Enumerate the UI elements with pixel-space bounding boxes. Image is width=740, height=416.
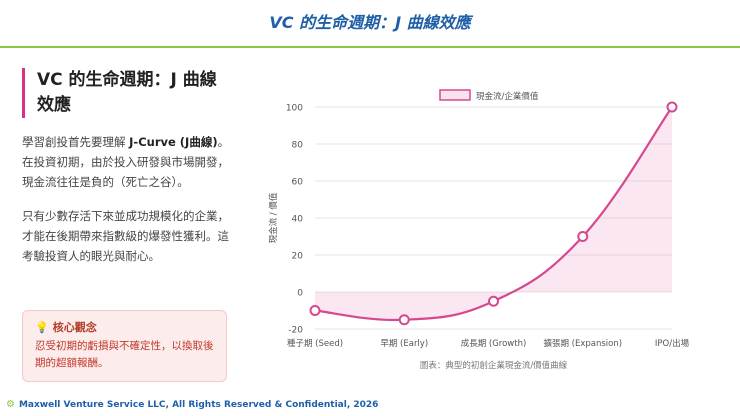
- legend-label: 現金流/企業價值: [476, 91, 539, 102]
- y-tick-label: 80: [292, 141, 304, 151]
- gear-logo-icon: ⚙: [6, 399, 15, 410]
- callout-body: 忍受初期的虧損與不確定性，以換取後期的超額報酬。: [35, 340, 214, 369]
- y-tick-label: 60: [292, 178, 304, 188]
- y-tick-label: 0: [297, 289, 303, 299]
- section-heading: VC 的生命週期：J 曲線效應: [37, 70, 217, 115]
- x-tick-label: 種子期 (Seed): [287, 338, 343, 349]
- footer-text: Maxwell Venture Service LLC, All Rights …: [18, 400, 379, 410]
- left-panel: VC 的生命週期：J 曲線效應 學習創投首先要理解 J-Curve (J曲線)。…: [22, 68, 232, 266]
- x-tick-label: IPO/出場: [655, 338, 690, 349]
- data-point: [666, 101, 678, 113]
- chart-caption: 圖表：典型的初創企業現金流/價值曲線: [420, 360, 568, 371]
- section-title-block: VC 的生命週期：J 曲線效應: [22, 68, 232, 118]
- lightbulb-icon: 💡: [35, 321, 49, 334]
- callout-title: 核心觀念: [52, 321, 97, 334]
- y-tick-label: -20: [288, 326, 303, 336]
- intro-text-end: 。在投資初期，由於投入研發與市場開發，現金流往往是負的（死亡之谷）。: [22, 135, 230, 189]
- survival-paragraph: 只有少數存活下來並成功規模化的企業，才能在後期帶來指數級的爆發性獲利。這考驗投資…: [22, 209, 229, 263]
- x-tick-label: 早期 (Early): [380, 339, 428, 349]
- data-point: [488, 295, 499, 307]
- intro-paragraph: 學習創投首先要理解 J-Curve (J曲線)。在投資初期，由於投入研發與市場開…: [22, 132, 232, 192]
- legend-swatch: [439, 89, 471, 101]
- j-curve-chart: -20 0 20 40 60 80 100 種子期 (Seed) 早期 (Early) 成長期 (…: [268, 89, 690, 371]
- key-concept-callout: 💡 核心觀念 忍受初期的虧損與不確定性，以換取後期的超額報酬。: [22, 310, 227, 382]
- y-tick-label: 40: [292, 215, 304, 225]
- series-line: [314, 106, 673, 322]
- series-area-fill: [315, 107, 672, 320]
- data-point: [398, 314, 410, 326]
- x-tick-label: 擴張期 (Expansion): [543, 338, 622, 349]
- y-tick-label: 20: [292, 252, 304, 262]
- j-curve-term: J-Curve (J曲線): [129, 135, 218, 149]
- callout-heading: 💡 核心觀念: [35, 320, 216, 336]
- data-point: [577, 231, 589, 242]
- footer: ⚙ Maxwell Venture Service LLC, All Rights…: [6, 398, 378, 412]
- x-tick-label: 成長期 (Growth): [461, 338, 527, 349]
- header-bar: VC 的生命週期：J 曲線效應: [0, 0, 740, 48]
- page-title: VC 的生命週期：J 曲線效應: [269, 13, 471, 32]
- y-tick-label: 100: [286, 104, 303, 114]
- intro-text-start: 學習創投首先要理解: [22, 135, 130, 149]
- data-point: [309, 305, 321, 316]
- y-axis-label: 現金流 / 價值: [268, 192, 279, 243]
